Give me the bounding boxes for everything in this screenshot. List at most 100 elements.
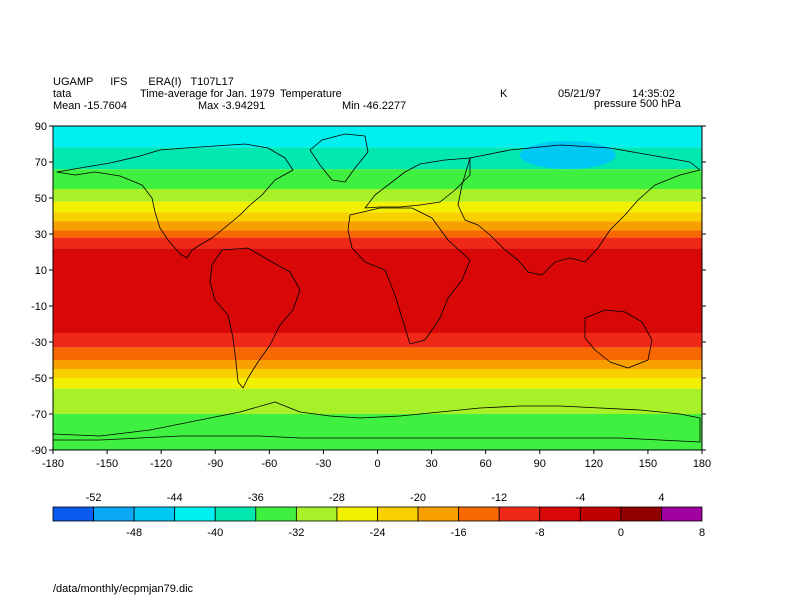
coast-north-america bbox=[56, 143, 294, 259]
y-axis: 90 70 50 30 10 -10 -30 -50 -70 -90 bbox=[31, 121, 706, 457]
model-name: UGAMP bbox=[53, 76, 94, 88]
header-time: 14:35:02 bbox=[632, 88, 675, 100]
header-field: Temperature bbox=[280, 88, 342, 100]
model-resolution: T107L17 bbox=[190, 76, 234, 88]
x-tick-label: 0 bbox=[374, 458, 380, 470]
colorbar-swatch bbox=[661, 506, 703, 522]
coastlines bbox=[52, 133, 701, 443]
colorbar-swatch bbox=[539, 506, 581, 522]
colorbar-swatch bbox=[579, 506, 622, 522]
colorbar-swatch bbox=[133, 506, 176, 522]
model-dataset: ERA(I) bbox=[148, 76, 182, 88]
coast-asia bbox=[457, 144, 701, 276]
colorbar-label-bottom: -32 bbox=[288, 527, 304, 539]
temperature-band bbox=[53, 189, 702, 202]
colorbar-label-top: -28 bbox=[329, 492, 345, 504]
x-tick-label: 180 bbox=[693, 458, 711, 470]
colorbar-label-bottom: -24 bbox=[370, 527, 386, 539]
x-tick-label: -150 bbox=[96, 458, 118, 470]
colorbar-swatch bbox=[214, 506, 257, 522]
temperature-band bbox=[53, 212, 702, 222]
colorbar-swatch bbox=[377, 506, 419, 522]
x-tick-label: -30 bbox=[315, 458, 331, 470]
temperature-band bbox=[53, 388, 702, 414]
colorbar-label-bottom: -16 bbox=[451, 527, 467, 539]
coast-europe bbox=[364, 157, 471, 209]
stat-mean: Mean -15.7604 bbox=[53, 100, 127, 112]
cold-pool bbox=[519, 141, 616, 169]
coast-greenland bbox=[309, 133, 369, 183]
y-tick-label: -70 bbox=[31, 409, 47, 421]
header-model: UGAMP IFS ERA(I) T107L17 bbox=[53, 76, 234, 88]
x-tick-label: 30 bbox=[425, 458, 437, 470]
colorbar-label-bottom: -40 bbox=[207, 527, 223, 539]
y-tick-label: -90 bbox=[31, 445, 47, 457]
temperature-band bbox=[53, 360, 702, 369]
stat-max: Max -3.94291 bbox=[198, 100, 266, 112]
y-tick-label: 90 bbox=[35, 121, 47, 133]
x-axis: -180 -150 -120 -90 -60 -30 0 30 60 90 120 150 180 bbox=[42, 450, 711, 470]
temperature-band bbox=[53, 414, 702, 450]
coast-australia bbox=[584, 309, 653, 369]
pressure-level: pressure 500 hPa bbox=[594, 98, 681, 110]
colorbar-label-top: -12 bbox=[491, 492, 507, 504]
colorbar-swatch bbox=[295, 506, 338, 522]
colorbar-label-top: -36 bbox=[248, 492, 264, 504]
colorbar-swatch bbox=[458, 506, 500, 522]
colorbar-swatch bbox=[498, 506, 541, 522]
colorbar-swatch bbox=[417, 506, 460, 522]
x-tick-label: 90 bbox=[534, 458, 546, 470]
y-tick-label: 70 bbox=[35, 157, 47, 169]
colorbar-swatch bbox=[620, 506, 662, 522]
temperature-band bbox=[53, 221, 702, 231]
colorbar-swatch bbox=[255, 506, 297, 522]
colorbar: -52 -44 -36 -28 -20 -12 -4 4-48 -40 -32 -24 -16 -8 0 8 bbox=[52, 492, 705, 539]
header-date: 05/21/97 bbox=[558, 88, 601, 100]
model-type: IFS bbox=[110, 76, 128, 88]
x-tick-label: -180 bbox=[42, 458, 64, 470]
temperature-band bbox=[53, 369, 702, 378]
colorbar-label-top: -52 bbox=[86, 492, 102, 504]
x-tick-label: -60 bbox=[261, 458, 277, 470]
header-description: Time-average for Jan. 1979 bbox=[140, 88, 275, 100]
coast-africa bbox=[347, 207, 471, 345]
temperature-field bbox=[53, 126, 702, 450]
stat-min: Min -46.2277 bbox=[342, 100, 407, 112]
colorbar-swatch bbox=[93, 506, 135, 522]
colorbar-label-bottom: 0 bbox=[618, 527, 624, 539]
y-tick-label: 50 bbox=[35, 193, 47, 205]
temperature-band bbox=[53, 169, 702, 189]
temperature-band bbox=[53, 230, 702, 238]
coast-south-america bbox=[209, 247, 301, 389]
temperature-band bbox=[53, 237, 702, 249]
y-tick-label: -30 bbox=[31, 337, 47, 349]
header-name: tata bbox=[53, 88, 72, 100]
colorbar-label-top: -4 bbox=[575, 492, 585, 504]
colorbar-label-bottom: -8 bbox=[535, 527, 545, 539]
temperature-band bbox=[53, 126, 702, 148]
colorbar-label-bottom: -48 bbox=[126, 527, 142, 539]
temperature-band bbox=[53, 347, 702, 360]
y-tick-label: 30 bbox=[35, 229, 47, 241]
header-units: K bbox=[500, 88, 508, 100]
temperature-band bbox=[53, 333, 702, 348]
y-tick-label: -50 bbox=[31, 373, 47, 385]
colorbar-label-top: 4 bbox=[658, 492, 664, 504]
x-tick-label: 60 bbox=[480, 458, 492, 470]
colorbar-swatch bbox=[52, 506, 94, 522]
x-tick-label: -90 bbox=[207, 458, 223, 470]
y-tick-label: -10 bbox=[31, 301, 47, 313]
colorbar-swatch bbox=[174, 506, 216, 522]
x-tick-label: 120 bbox=[585, 458, 603, 470]
colorbar-label-bottom: 8 bbox=[699, 527, 705, 539]
colorbar-label-top: -44 bbox=[167, 492, 183, 504]
x-tick-label: 150 bbox=[639, 458, 657, 470]
temperature-band bbox=[53, 248, 702, 333]
coast-antarctica bbox=[52, 401, 701, 443]
file-path: /data/monthly/ecpmjan79.dic bbox=[53, 583, 194, 595]
y-tick-label: 10 bbox=[35, 265, 47, 277]
x-tick-label: -120 bbox=[150, 458, 172, 470]
colorbar-label-top: -20 bbox=[410, 492, 426, 504]
colorbar-swatch bbox=[336, 506, 378, 522]
